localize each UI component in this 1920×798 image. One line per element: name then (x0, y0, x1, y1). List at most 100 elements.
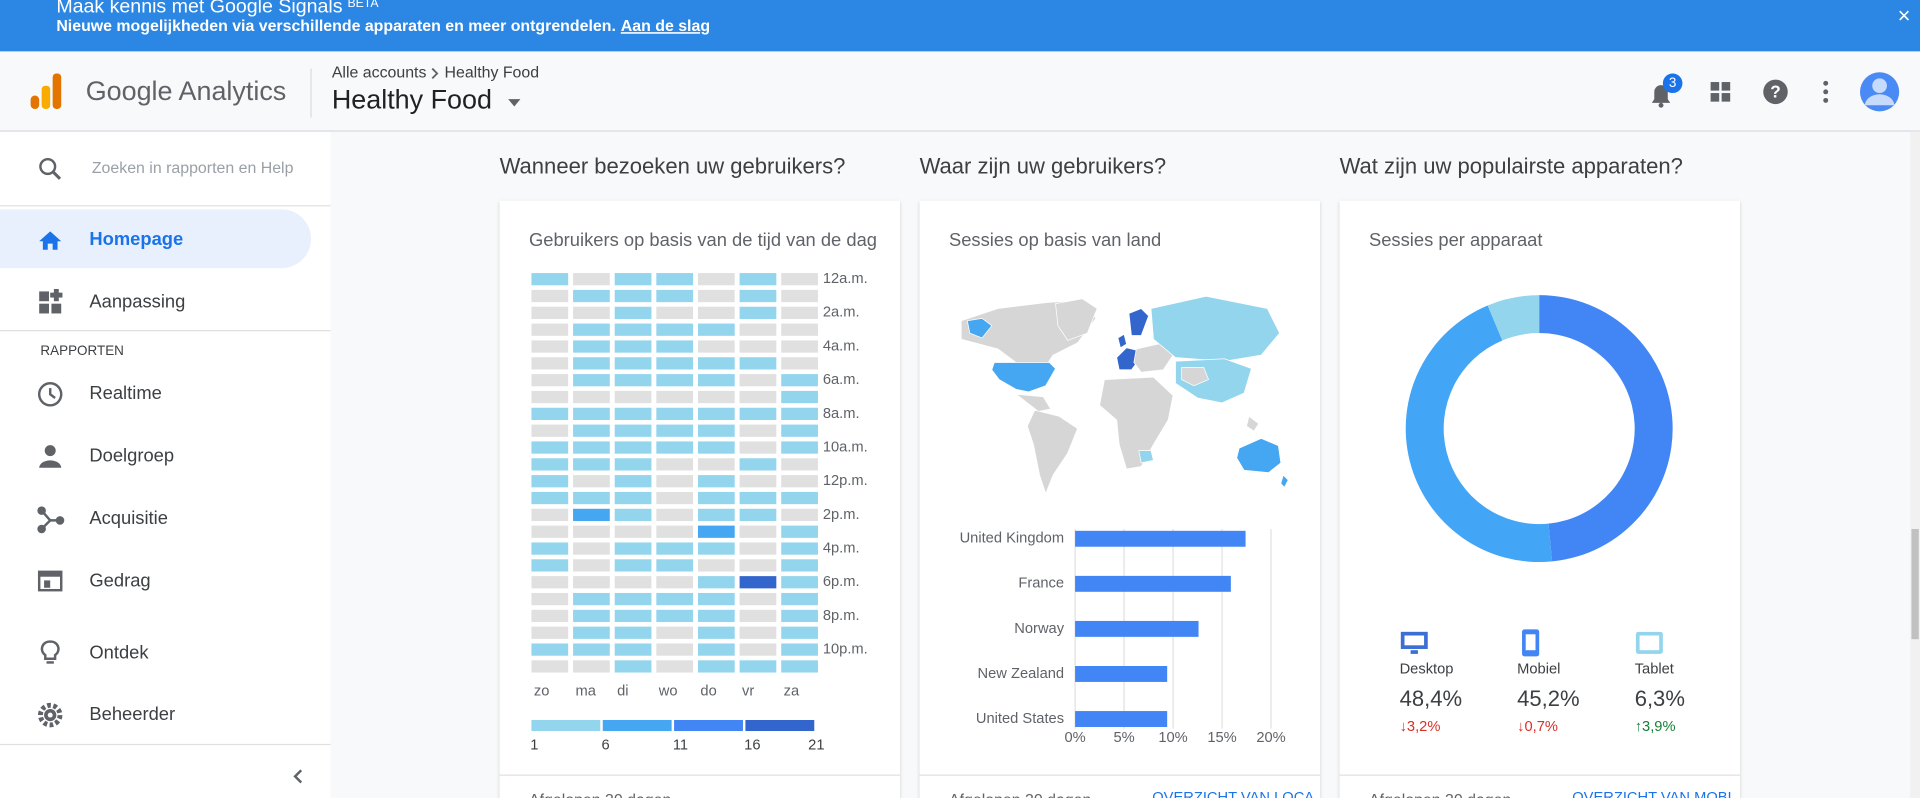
nav-item[interactable]: Gedrag (89, 569, 150, 590)
search-input[interactable]: Zoeken in rapporten en Help (92, 160, 294, 177)
heatmap-cell (531, 660, 569, 673)
help-icon[interactable]: ? (1763, 79, 1788, 105)
nav-item[interactable]: Ontdek (89, 642, 149, 663)
heatmap-cell (573, 643, 610, 656)
heatmap-cell (739, 559, 777, 572)
heatmap-cell (614, 643, 652, 656)
legend-label: 11 (673, 738, 688, 754)
heatmap-cell (697, 525, 735, 538)
heatmap-cell (531, 306, 569, 319)
footer-link[interactable]: OVERZICHT VAN LOCA (1152, 790, 1314, 798)
legend-swatch (745, 720, 815, 732)
heatmap-cell (573, 542, 610, 555)
heatmap-cell (531, 508, 569, 522)
heatmap-cell (531, 525, 569, 538)
scrollbar-thumb[interactable] (1911, 528, 1919, 640)
banner-badge: BETA (347, 0, 379, 10)
breadcrumb[interactable]: Alle accounts (332, 65, 427, 82)
apps-icon[interactable] (1710, 82, 1731, 102)
heatmap-cell (656, 273, 694, 286)
heatmap-cell (573, 273, 610, 286)
heatmap-cell (573, 390, 610, 404)
heatmap-cell (781, 643, 818, 656)
heatmap-cell (739, 340, 777, 353)
heatmap-cell (614, 441, 652, 454)
nav-item[interactable]: Beheerder (89, 703, 175, 724)
nav-item[interactable]: Homepage (89, 228, 183, 249)
heatmap-cell (656, 306, 694, 319)
device-label: Desktop (1400, 662, 1454, 678)
section-label: RAPPORTEN (40, 343, 123, 358)
heatmap-cell (573, 407, 610, 421)
dropdown-arrow[interactable] (508, 99, 521, 107)
more-icon[interactable] (1823, 80, 1829, 103)
heatmap-cell (573, 660, 610, 673)
hour-label: 10p.m. (823, 641, 868, 657)
nav-item[interactable]: Acquisitie (89, 507, 168, 528)
banner-link[interactable]: Aan de slag (621, 18, 710, 35)
heatmap-cell (781, 441, 818, 454)
heatmap-cell (697, 357, 735, 370)
day-label: za (784, 684, 800, 700)
close-icon[interactable]: × (1898, 3, 1911, 28)
x-tick-label: 15% (1207, 730, 1236, 746)
heatmap-cell (656, 424, 694, 437)
nav-item[interactable]: Aanpassing (89, 290, 185, 311)
heatmap-cell (656, 491, 694, 505)
heatmap-cell (781, 424, 818, 437)
heatmap-cell (531, 407, 569, 421)
legend-swatch (674, 720, 743, 732)
heatmap-cell (656, 660, 694, 673)
heatmap-cell (739, 323, 777, 336)
legend-label: 6 (602, 738, 610, 754)
heatmap-cell (739, 542, 777, 555)
heatmap-cell (573, 340, 610, 353)
nav-item[interactable]: Doelgroep (89, 445, 174, 466)
heatmap-cell (739, 458, 777, 471)
donut-segment (1405, 305, 1553, 563)
notification-badge (1662, 73, 1683, 94)
heatmap-cell (739, 491, 777, 505)
heatmap-cell (531, 289, 569, 303)
bar (1075, 575, 1231, 592)
behavior-icon (37, 570, 63, 592)
device-label: Mobiel (1517, 662, 1560, 678)
x-tick-label: 10% (1158, 730, 1187, 746)
category-label: United Kingdom (960, 531, 1065, 547)
heatmap-cell (781, 390, 818, 404)
heatmap-cell (697, 542, 735, 555)
heatmap-cell (614, 508, 652, 522)
heatmap-cell (573, 609, 610, 623)
clock-icon (37, 382, 63, 407)
heatmap-cell (531, 491, 569, 505)
heatmap-cell (614, 491, 652, 505)
heatmap-cell (531, 357, 569, 370)
nav-item[interactable]: Realtime (89, 382, 161, 403)
hour-label: 8a.m. (823, 406, 860, 422)
active-item[interactable] (0, 209, 312, 269)
product-name: Google Analytics (86, 76, 287, 106)
bulb-icon (40, 640, 60, 664)
footer-link[interactable]: OVERZICHT VAN MOBI (1572, 790, 1731, 798)
heatmap-cell (531, 559, 569, 572)
collapse-icon[interactable] (293, 769, 303, 784)
card (919, 200, 1321, 798)
heatmap-cell (781, 491, 818, 505)
legend-label: 1 (530, 738, 538, 754)
device-value: 48,4% (1400, 686, 1462, 711)
heatmap-cell (656, 374, 694, 387)
heatmap-cell (531, 643, 569, 656)
avatar[interactable] (1860, 72, 1900, 112)
heatmap-cell (614, 542, 652, 555)
heatmap-cell (781, 407, 818, 421)
heatmap-cell (781, 458, 818, 471)
property-name[interactable]: Healthy Food (332, 85, 492, 115)
category-label: Norway (1014, 621, 1064, 637)
heatmap-cell (781, 323, 818, 336)
heatmap-cell (531, 609, 569, 623)
heatmap-cell (656, 525, 694, 538)
heatmap-cell (656, 592, 694, 606)
x-tick-label: 0% (1064, 730, 1085, 746)
heatmap-cell (739, 273, 777, 286)
